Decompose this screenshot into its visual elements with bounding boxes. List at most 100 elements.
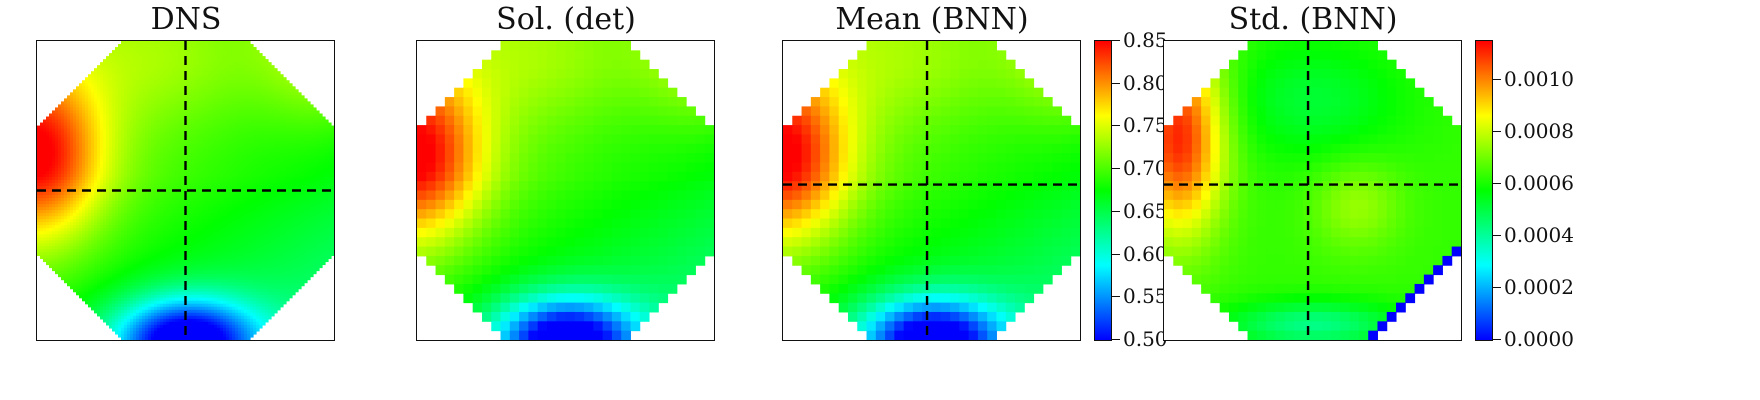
heatmap-cell (160, 80, 164, 84)
heatmap-cell (124, 116, 128, 121)
heatmap-cell (283, 86, 287, 90)
heatmap-cell (301, 158, 305, 163)
heatmap-cell (133, 92, 137, 96)
heatmap-cell (106, 83, 110, 87)
heatmap-cell (280, 140, 284, 145)
heatmap-cell (262, 89, 266, 93)
heatmap-cell (307, 137, 311, 142)
heatmap-cell (301, 149, 305, 154)
heatmap-cell (277, 128, 281, 133)
heatmap-cell (298, 140, 302, 145)
heatmap-cell (49, 164, 53, 169)
heatmap-cell (124, 56, 128, 60)
heatmap-cell (187, 71, 191, 75)
heatmap-cell (229, 62, 233, 66)
heatmap-cell (127, 158, 131, 163)
heatmap-cell (256, 137, 260, 142)
heatmap-cells (37, 41, 334, 340)
heatmap-cell (202, 104, 206, 109)
heatmap-cell (232, 140, 236, 145)
heatmap-cell (232, 149, 236, 154)
heatmap-cell (235, 74, 239, 78)
heatmap-cell (115, 71, 119, 75)
heatmap-cell (154, 95, 158, 99)
heatmap-cell (85, 104, 89, 109)
heatmap-cell (157, 95, 161, 99)
heatmap-cell (109, 104, 113, 109)
heatmap-cell (262, 110, 266, 115)
heatmap-cell (295, 143, 299, 148)
heatmap-cell (292, 122, 296, 127)
heatmap-cell (205, 134, 209, 139)
heatmap-cell (274, 140, 278, 145)
heatmap-cell (94, 92, 98, 96)
heatmap-cell (199, 89, 203, 93)
heatmap-cell (55, 107, 59, 112)
heatmap-cell (247, 128, 251, 133)
heatmap-cell (322, 122, 326, 127)
heatmap-cell (214, 155, 218, 160)
heatmap-cell (226, 104, 230, 109)
heatmap-cell (82, 167, 86, 172)
heatmap-cell (175, 98, 179, 102)
heatmap-cell (184, 50, 188, 54)
heatmap-cell (274, 149, 278, 154)
heatmap-cell (187, 122, 191, 127)
heatmap-cell (160, 41, 164, 45)
heatmap-cell (274, 146, 278, 151)
heatmap-cell (250, 155, 254, 160)
heatmap-cell (325, 146, 329, 151)
heatmap-cell (226, 143, 230, 148)
heatmap-cell (46, 119, 50, 124)
heatmap-cell (136, 113, 140, 118)
heatmap-cell (154, 125, 158, 130)
heatmap-cell (256, 74, 260, 78)
heatmap-cell (178, 152, 182, 157)
heatmap-cell (154, 68, 158, 72)
heatmap-cell (262, 134, 266, 139)
heatmap-cell (76, 92, 80, 96)
heatmap-cell (139, 137, 143, 142)
heatmap-cell (103, 143, 107, 148)
heatmap-cell (109, 128, 113, 133)
heatmap-cell (172, 146, 176, 151)
heatmap-cell (187, 92, 191, 96)
heatmap-cell (151, 116, 155, 121)
heatmap-cell (55, 134, 59, 139)
heatmap-cell (166, 149, 170, 154)
heatmap-cell (331, 152, 334, 157)
heatmap-cell (178, 134, 182, 139)
heatmap-cell (262, 140, 266, 145)
heatmap-cell (43, 137, 47, 142)
heatmap-cell (190, 125, 194, 130)
heatmap-cell (157, 131, 161, 136)
heatmap-cell (250, 146, 254, 151)
heatmap-cell (244, 59, 248, 63)
heatmap-cell (121, 86, 125, 90)
heatmap-cell (322, 146, 326, 151)
heatmap-cell (67, 134, 71, 139)
heatmap-cell (172, 47, 176, 51)
heatmap-cell (136, 89, 140, 93)
heatmap-cell (196, 122, 200, 127)
heatmap-cell (154, 92, 158, 96)
heatmap-cell (169, 101, 173, 106)
heatmap-cell (190, 86, 194, 90)
heatmap-cell (73, 125, 77, 130)
heatmap-cell (154, 44, 158, 48)
heatmap-cell (187, 125, 191, 130)
heatmap-cell (94, 95, 98, 99)
heatmap-cell (313, 140, 317, 145)
heatmap-cell (193, 131, 197, 136)
heatmap-cell (160, 47, 164, 51)
heatmap-cell (112, 74, 116, 78)
heatmap-cell (169, 116, 173, 121)
heatmap-cell (109, 125, 113, 130)
heatmap-cell (241, 161, 245, 166)
heatmap-cell (130, 74, 134, 78)
heatmap-cell (76, 152, 80, 157)
heatmap-cell (169, 53, 173, 57)
heatmap-cell (118, 164, 122, 169)
heatmap-cell (148, 89, 152, 93)
heatmap-cell (163, 71, 167, 75)
